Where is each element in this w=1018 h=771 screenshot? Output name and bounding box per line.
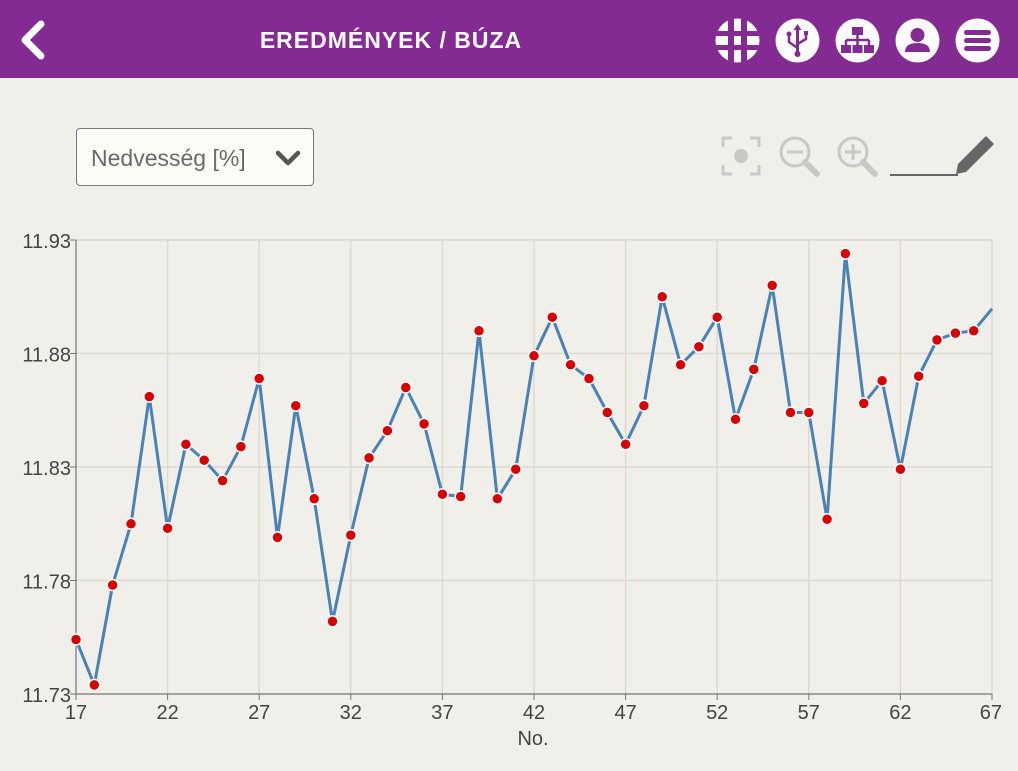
y-tick-label: 11.73 <box>22 685 71 707</box>
data-point[interactable] <box>601 406 614 419</box>
data-point[interactable] <box>674 358 687 372</box>
data-point[interactable] <box>729 413 742 426</box>
zoom-out-icon[interactable] <box>776 133 822 179</box>
data-point[interactable] <box>271 531 284 544</box>
data-point[interactable] <box>417 417 431 431</box>
x-tick-label: 27 <box>248 702 270 724</box>
x-tick-label: 47 <box>614 702 636 724</box>
data-point[interactable] <box>289 399 303 412</box>
x-tick-label: 62 <box>889 702 911 724</box>
data-point[interactable] <box>509 463 522 476</box>
data-point[interactable] <box>234 440 248 453</box>
app-header: EREDMÉNYEK / BÚZA <box>0 0 1018 78</box>
pencil-icon[interactable] <box>888 130 996 180</box>
data-point[interactable] <box>637 399 651 412</box>
data-point[interactable] <box>252 372 266 385</box>
data-point[interactable] <box>381 424 394 437</box>
y-tick-label: 11.78 <box>22 572 71 594</box>
chart-grid <box>76 239 993 694</box>
usb-icon[interactable] <box>775 18 820 63</box>
data-point[interactable] <box>472 324 486 338</box>
x-tick-label: 32 <box>340 702 362 724</box>
data-point[interactable] <box>747 363 761 376</box>
data-point[interactable] <box>784 406 797 419</box>
zoom-in-icon[interactable] <box>834 133 880 179</box>
network-icon[interactable] <box>835 18 880 63</box>
data-point[interactable] <box>362 451 376 465</box>
data-point[interactable] <box>564 358 577 372</box>
back-arrow-icon[interactable] <box>14 20 54 60</box>
y-axis-ticks: 11.73 11.78 11.83 11.88 11.93 <box>22 231 71 707</box>
page-title: EREDMÉNYEK / BÚZA <box>259 27 523 53</box>
data-point[interactable] <box>179 438 193 451</box>
data-point[interactable] <box>582 372 596 385</box>
data-point[interactable] <box>216 474 229 487</box>
data-point[interactable] <box>197 453 211 467</box>
focus-icon[interactable] <box>718 133 764 179</box>
data-point[interactable] <box>344 528 358 542</box>
data-point[interactable] <box>894 463 907 476</box>
data-point[interactable] <box>527 349 541 363</box>
data-point[interactable] <box>967 324 980 338</box>
data-point[interactable] <box>857 397 871 410</box>
measurement-select[interactable]: Nedvesség [%] <box>76 128 314 186</box>
data-point[interactable] <box>436 487 449 501</box>
data-point[interactable] <box>88 678 101 692</box>
data-point[interactable] <box>326 615 339 628</box>
data-point[interactable] <box>875 374 889 387</box>
data-point[interactable] <box>912 369 925 383</box>
series-points <box>69 247 980 692</box>
grid-globe-icon[interactable] <box>715 18 760 63</box>
measurement-select-value: Nedvesség [%] <box>91 145 246 171</box>
data-point[interactable] <box>143 390 156 403</box>
y-tick-label: 11.83 <box>22 458 71 480</box>
data-point[interactable] <box>802 406 816 419</box>
x-tick-label: 57 <box>798 702 820 724</box>
data-point[interactable] <box>930 333 944 347</box>
data-point[interactable] <box>655 290 669 304</box>
data-point[interactable] <box>820 512 834 526</box>
y-tick-label: 11.93 <box>22 231 71 253</box>
data-point[interactable] <box>106 578 119 592</box>
data-point[interactable] <box>161 522 174 535</box>
x-tick-label: 37 <box>431 702 453 724</box>
x-tick-label: 42 <box>523 702 545 724</box>
x-tick-label: 67 <box>980 702 1002 724</box>
data-point[interactable] <box>454 490 467 503</box>
data-point[interactable] <box>307 492 321 506</box>
data-point[interactable] <box>949 326 962 340</box>
data-point[interactable] <box>69 633 83 646</box>
data-point[interactable] <box>546 310 559 324</box>
data-point[interactable] <box>710 310 724 324</box>
data-point[interactable] <box>692 340 706 353</box>
data-point[interactable] <box>839 247 852 260</box>
data-point[interactable] <box>765 279 779 292</box>
chart-axes <box>70 239 993 700</box>
menu-icon[interactable] <box>955 18 1000 63</box>
x-tick-label: 17 <box>65 702 87 724</box>
y-tick-label: 11.88 <box>22 345 71 367</box>
data-point[interactable] <box>399 381 413 394</box>
chevron-down-icon <box>275 150 301 166</box>
x-axis-label: No. <box>517 728 548 750</box>
x-tick-label: 52 <box>706 702 728 724</box>
x-tick-label: 22 <box>156 702 178 724</box>
data-point[interactable] <box>619 438 632 451</box>
x-axis-ticks: 17 22 27 32 37 42 47 52 57 62 67 <box>65 702 1002 724</box>
data-point[interactable] <box>491 492 504 506</box>
moisture-line-chart: 11.73 11.78 11.83 11.88 11.93 17 22 27 32 37 42 47… <box>22 231 1002 750</box>
user-icon[interactable] <box>895 18 940 63</box>
data-point[interactable] <box>124 517 138 531</box>
